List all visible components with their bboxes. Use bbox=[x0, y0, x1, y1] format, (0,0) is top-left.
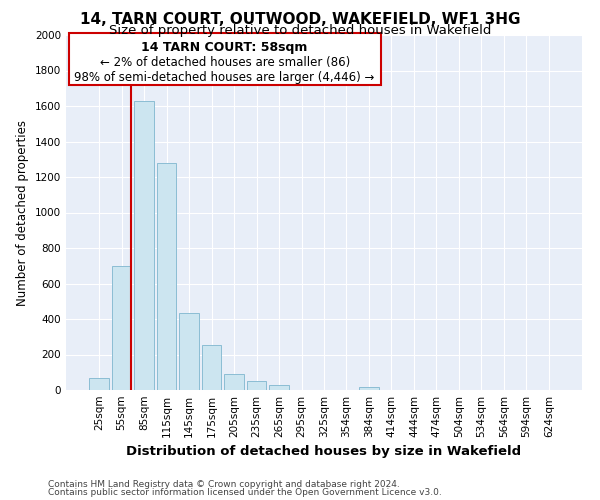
Text: Size of property relative to detached houses in Wakefield: Size of property relative to detached ho… bbox=[109, 24, 491, 37]
Bar bbox=[359, 388, 379, 390]
Bar bbox=[179, 313, 199, 390]
X-axis label: Distribution of detached houses by size in Wakefield: Distribution of detached houses by size … bbox=[127, 446, 521, 458]
Text: 98% of semi-detached houses are larger (4,446) →: 98% of semi-detached houses are larger (… bbox=[74, 70, 375, 84]
Text: 14 TARN COURT: 58sqm: 14 TARN COURT: 58sqm bbox=[142, 42, 308, 54]
Bar bbox=[202, 344, 221, 390]
Bar bbox=[89, 378, 109, 390]
Text: Contains HM Land Registry data © Crown copyright and database right 2024.: Contains HM Land Registry data © Crown c… bbox=[48, 480, 400, 489]
Bar bbox=[112, 266, 131, 390]
Text: 14, TARN COURT, OUTWOOD, WAKEFIELD, WF1 3HG: 14, TARN COURT, OUTWOOD, WAKEFIELD, WF1 … bbox=[80, 12, 520, 28]
Bar bbox=[157, 163, 176, 390]
Bar bbox=[224, 374, 244, 390]
Bar bbox=[134, 100, 154, 390]
Bar bbox=[247, 381, 266, 390]
Bar bbox=[269, 385, 289, 390]
Y-axis label: Number of detached properties: Number of detached properties bbox=[16, 120, 29, 306]
Text: ← 2% of detached houses are smaller (86): ← 2% of detached houses are smaller (86) bbox=[100, 56, 350, 70]
Text: Contains public sector information licensed under the Open Government Licence v3: Contains public sector information licen… bbox=[48, 488, 442, 497]
FancyBboxPatch shape bbox=[68, 33, 381, 84]
